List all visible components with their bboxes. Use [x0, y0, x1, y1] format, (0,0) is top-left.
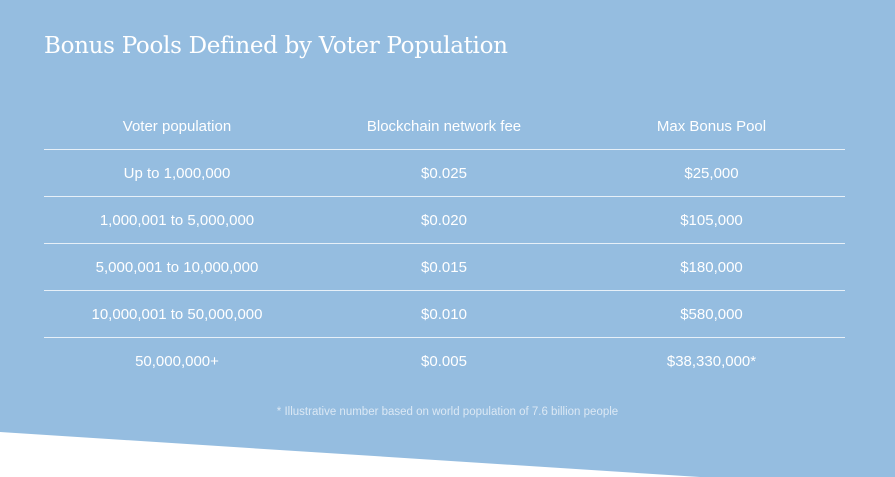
- header-network-fee: Blockchain network fee: [310, 104, 578, 150]
- cell-network-fee: $0.010: [310, 290, 578, 338]
- cell-voter-population: Up to 1,000,000: [44, 149, 310, 197]
- cell-voter-population: 50,000,000+: [135, 352, 219, 370]
- cell-max-bonus-pool: $180,000: [578, 243, 845, 291]
- cell-max-bonus-pool: $105,000: [578, 196, 845, 244]
- header-voter-population: Voter population: [44, 104, 310, 150]
- table-row: 5,000,001 to 10,000,000 $0.015 $180,000: [44, 243, 845, 291]
- table-header-row: Voter population Blockchain network fee …: [44, 104, 845, 150]
- cell-voter-population: 5,000,001 to 10,000,000: [44, 243, 310, 291]
- cell-network-fee: $0.020: [310, 196, 578, 244]
- cell-network-fee: $0.025: [310, 149, 578, 197]
- table-row: Up to 1,000,000 $0.025 $25,000: [44, 149, 845, 197]
- cell-max-bonus-pool: $38,330,000*: [666, 352, 757, 370]
- table-row: 50,000,000+ $0.005 $38,330,000*: [44, 338, 845, 385]
- table-row: 10,000,001 to 50,000,000 $0.010 $580,000: [44, 290, 845, 338]
- footnote: * Illustrative number based on world pop…: [276, 406, 619, 418]
- header-max-bonus-pool: Max Bonus Pool: [578, 104, 845, 150]
- cell-max-bonus-pool: $25,000: [578, 149, 845, 197]
- cell-network-fee: $0.015: [310, 243, 578, 291]
- table-row: 1,000,001 to 5,000,000 $0.020 $105,000: [44, 196, 845, 244]
- cell-max-bonus-pool: $580,000: [578, 290, 845, 338]
- page-title: Bonus Pools Defined by Voter Population: [44, 33, 508, 59]
- cell-network-fee: $0.005: [421, 352, 467, 370]
- cell-voter-population: 10,000,001 to 50,000,000: [44, 290, 310, 338]
- cell-voter-population: 1,000,001 to 5,000,000: [44, 196, 310, 244]
- bonus-pool-table: Voter population Blockchain network fee …: [44, 104, 845, 384]
